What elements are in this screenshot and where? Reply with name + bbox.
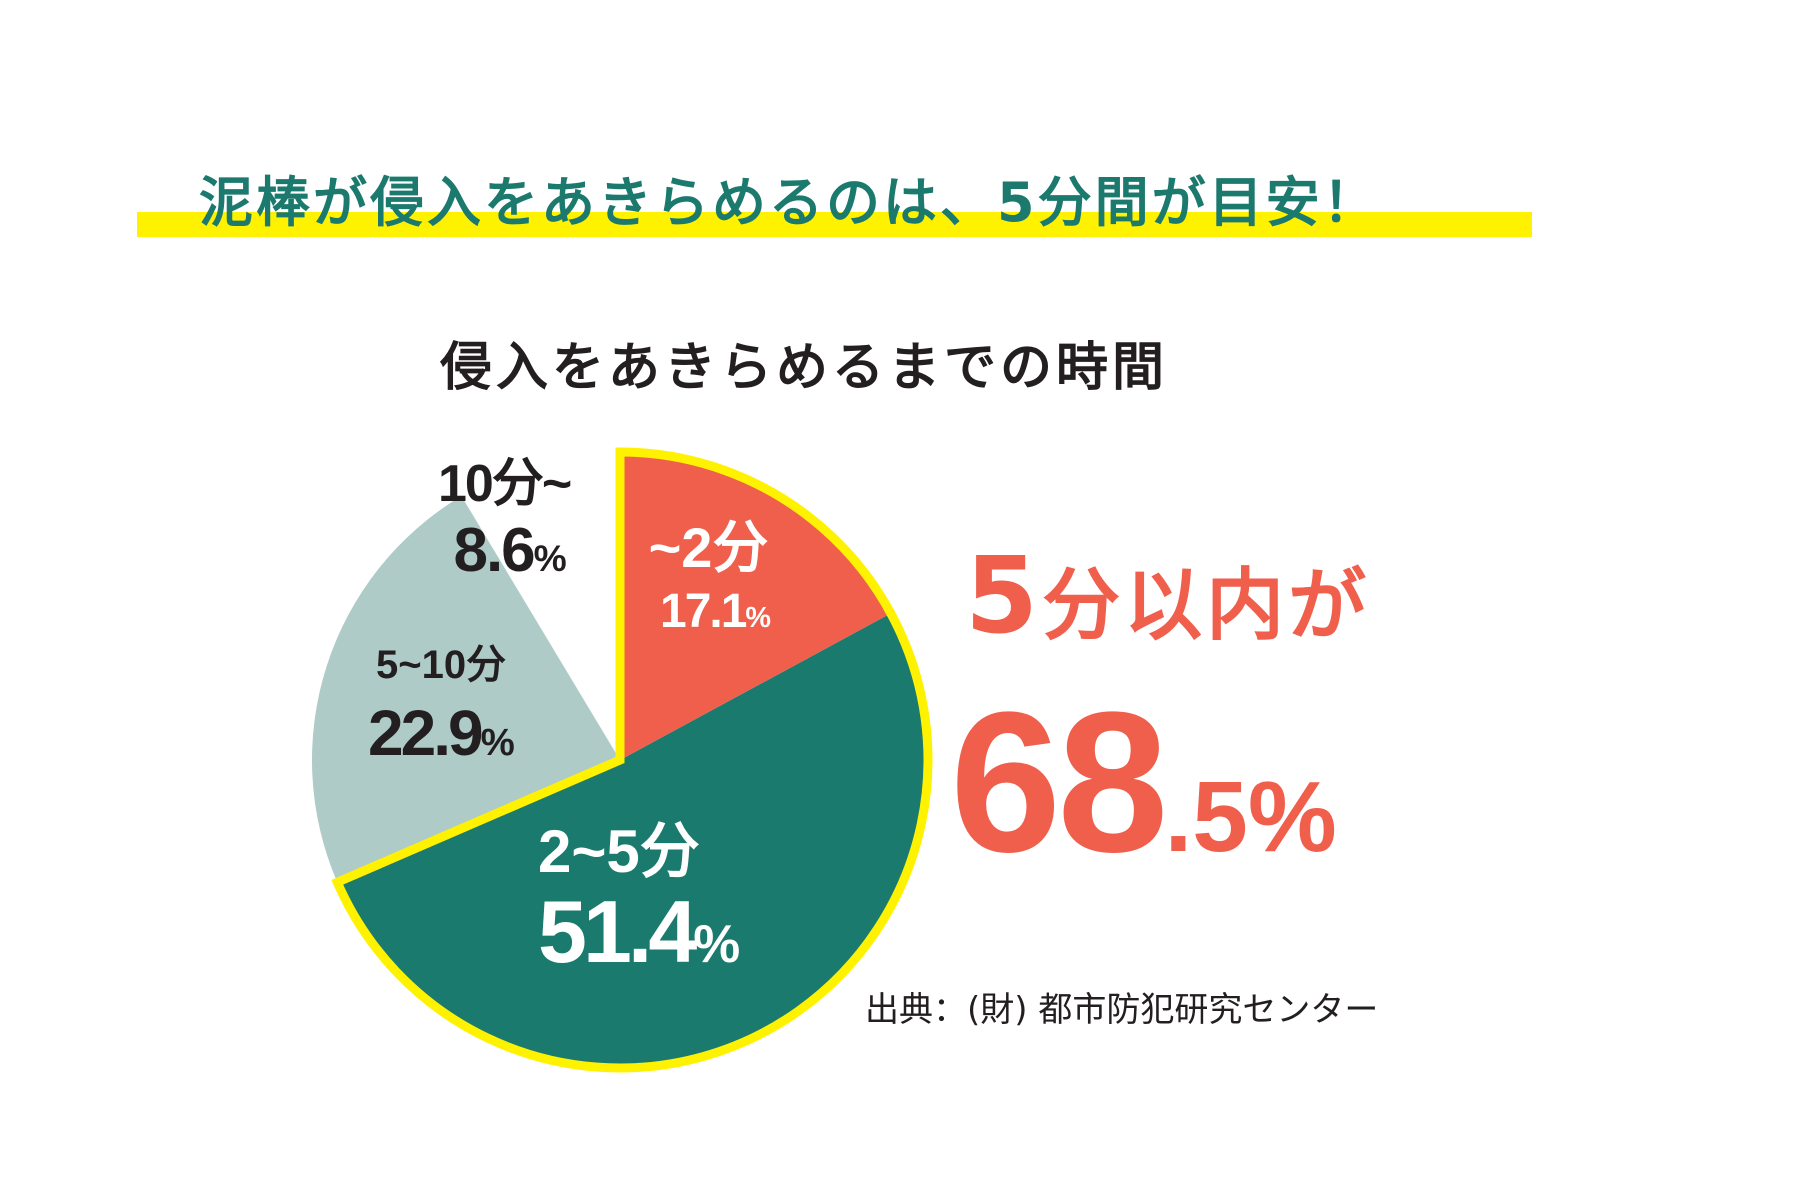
slice-2to5 xyxy=(337,613,928,1068)
label-under2-range: ~2分 xyxy=(648,516,769,579)
headline: 泥棒が侵入をあきらめるのは、5分間が目安！ xyxy=(199,171,1380,234)
source-citation: 出典：(財) 都市防犯研究センター xyxy=(865,990,1379,1030)
label-over10-percent: % xyxy=(533,537,567,579)
callout-value-decimal: .5% xyxy=(1164,761,1337,873)
callout-heading-text: 分以内が xyxy=(1042,561,1371,651)
chart-title: 侵入をあきらめるまでの時間 xyxy=(440,338,1169,398)
callout-value: 68.5% xyxy=(950,668,1337,898)
headline-highlight-bar xyxy=(137,212,1532,237)
label-under2-value: 17.1 xyxy=(660,585,747,638)
label-2to5-range: 2~5分 xyxy=(538,818,700,885)
label-over10-value: 8.6 xyxy=(453,516,535,585)
slice-5to10 xyxy=(311,496,620,883)
slice-over10 xyxy=(461,452,620,760)
headline-block: 泥棒が侵入をあきらめるのは、5分間が目安！ xyxy=(137,150,1537,250)
callout-minutes: 5 xyxy=(965,535,1043,657)
label-under2-percent: % xyxy=(745,602,771,634)
label-2to5-percent: % xyxy=(693,915,740,974)
label-over10-range: 10分~ xyxy=(438,455,572,513)
label-2to5: 2~5分 51.4% xyxy=(538,822,740,976)
callout-value-integer: 68 xyxy=(950,671,1168,894)
label-5to10: 5~10分 22.9% xyxy=(368,643,515,765)
label-under2: ~2分 17.1% xyxy=(648,520,771,638)
label-over10: 10分~ 8.6% xyxy=(438,455,572,585)
callout-heading: 5分以内が xyxy=(965,535,1370,657)
label-5to10-percent: % xyxy=(480,721,515,764)
label-5to10-range: 5~10分 xyxy=(376,643,507,687)
label-2to5-value: 51.4 xyxy=(538,882,697,981)
within-5min-outline xyxy=(331,447,933,1073)
label-5to10-value: 22.9 xyxy=(368,697,484,769)
